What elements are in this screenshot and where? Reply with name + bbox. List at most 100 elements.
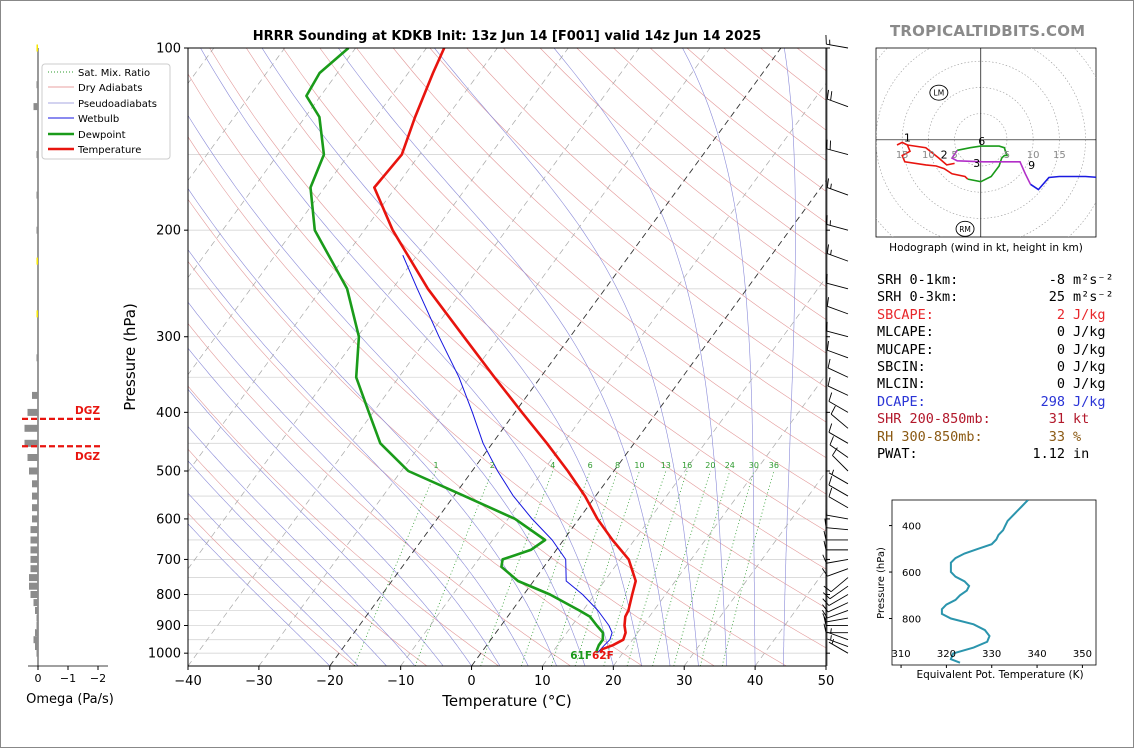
barb-staff xyxy=(827,187,849,196)
parameter-row: MLCIN: 0 J/kg xyxy=(877,376,1114,393)
barb-flag xyxy=(828,423,833,433)
theta-e-line xyxy=(940,500,1029,664)
xtick-label: −20 xyxy=(316,674,343,689)
barb-flag xyxy=(821,568,828,577)
isotherm xyxy=(471,179,826,666)
hodo-height-label: 1 xyxy=(904,131,911,144)
omega-ticks: 0 −1 −2 xyxy=(35,666,106,685)
parameter-row: SBCAPE: 2 J/kg xyxy=(877,307,1114,324)
wind-barb xyxy=(822,602,849,613)
hodo-ring-label: 5 xyxy=(951,150,957,161)
omega-bars xyxy=(24,44,38,657)
hodo-ring-label: 15 xyxy=(896,150,909,161)
barb-flag xyxy=(822,613,827,623)
omega-bar xyxy=(32,480,38,488)
barb-flag xyxy=(823,623,827,633)
barb-half xyxy=(831,638,835,645)
xtick-label: −40 xyxy=(174,674,201,689)
barb-flag xyxy=(826,297,829,307)
mixing-ratio-line xyxy=(550,470,618,666)
ytick-label: 400 xyxy=(156,406,181,421)
theta-e-ytick-label: 400 xyxy=(902,522,921,533)
ytick-label: 200 xyxy=(156,224,181,239)
barb-flag xyxy=(829,436,834,446)
pseudoadiabat xyxy=(200,48,614,666)
temperature-line xyxy=(373,48,637,654)
dry-adiabat xyxy=(188,260,643,666)
mixing-ratio-line xyxy=(480,470,554,666)
hodograph-labels: 5 10 15 15 10 5 1 2 3 6 9 LM RM xyxy=(896,84,1066,237)
wind-barb xyxy=(827,635,849,647)
omega-bar xyxy=(30,591,38,598)
wind-barb xyxy=(829,436,849,458)
mixing-ratio-label: 2 xyxy=(490,461,495,470)
hodo-height-label: 9 xyxy=(1028,159,1035,172)
isotherm xyxy=(188,48,427,376)
barb-staff xyxy=(827,98,849,108)
wind-barb xyxy=(826,341,849,359)
dry-adiabat xyxy=(188,198,715,666)
parameter-label: MLCAPE: xyxy=(877,324,934,341)
wind-barb xyxy=(827,358,849,378)
wind-barb xyxy=(827,628,849,641)
barb-staff xyxy=(829,585,849,600)
barb-staff xyxy=(827,602,849,613)
barb-staff xyxy=(827,638,849,647)
barb-flag xyxy=(826,244,829,254)
dry-adiabat xyxy=(319,48,826,495)
dry-adiabat xyxy=(188,323,571,666)
lm-marker: LM xyxy=(929,84,949,101)
mixing-ratio-line xyxy=(603,470,667,666)
wind-barb xyxy=(823,577,849,593)
mixing-ratio-label: 16 xyxy=(682,461,692,470)
pseudoadiabat xyxy=(188,523,331,666)
mixing-ratio-label: 30 xyxy=(749,461,759,470)
skewt-axes-frame xyxy=(187,47,827,667)
hodo-ring-label: 10 xyxy=(1027,150,1040,161)
mixing-ratio-line xyxy=(652,470,711,666)
parameter-unit: J/kg xyxy=(1073,324,1106,341)
wind-barb xyxy=(832,447,849,472)
parameter-value: 0 xyxy=(1056,341,1065,358)
barb-staff xyxy=(827,305,849,315)
parameter-row: MUCAPE: 0 J/kg xyxy=(877,342,1114,359)
svg-text:RM: RM xyxy=(959,225,971,234)
hodo-segment xyxy=(957,145,1009,183)
hodo-segment xyxy=(950,149,1032,185)
barb-staff xyxy=(826,558,849,564)
omega-bar xyxy=(36,649,38,657)
barb-half xyxy=(830,635,832,641)
parameter-unit: J/kg xyxy=(1073,358,1106,375)
parameter-unit: in xyxy=(1073,445,1090,462)
mixing-ratio-line xyxy=(626,470,688,666)
hodo-segment xyxy=(907,144,955,166)
theta-e-xtick-label: 340 xyxy=(1028,649,1047,660)
dry-adiabat xyxy=(466,48,826,354)
omega-tick: −1 xyxy=(60,672,76,685)
legend-item: Temperature xyxy=(77,145,141,156)
pseudoadiabat xyxy=(261,48,642,666)
wind-barb xyxy=(825,34,849,49)
ytick-label: 900 xyxy=(156,619,181,634)
barb-flag xyxy=(824,518,827,528)
wind-barb xyxy=(828,392,849,413)
barb-flag xyxy=(828,476,833,486)
ytick-label: 100 xyxy=(156,42,181,57)
pseudoadiabat xyxy=(188,388,444,666)
wind-barb xyxy=(828,638,849,654)
mixing-ratio-label: 6 xyxy=(588,461,593,470)
parameter-label: PWAT: xyxy=(877,445,918,462)
hodograph-plot xyxy=(876,48,1096,237)
hodo-ring-label: 5 xyxy=(1004,150,1010,161)
barb-staff xyxy=(826,43,849,49)
wind-barb xyxy=(828,487,849,509)
wind-barb xyxy=(823,623,848,634)
isotherm-lines xyxy=(188,48,826,666)
omega-bar xyxy=(32,504,38,512)
omega-bar xyxy=(30,526,38,534)
isotherm xyxy=(542,276,826,666)
ytick-label: 300 xyxy=(156,330,181,345)
pseudoadiabat xyxy=(188,188,557,666)
parameter-label: SRH 0-3km: xyxy=(877,289,959,306)
